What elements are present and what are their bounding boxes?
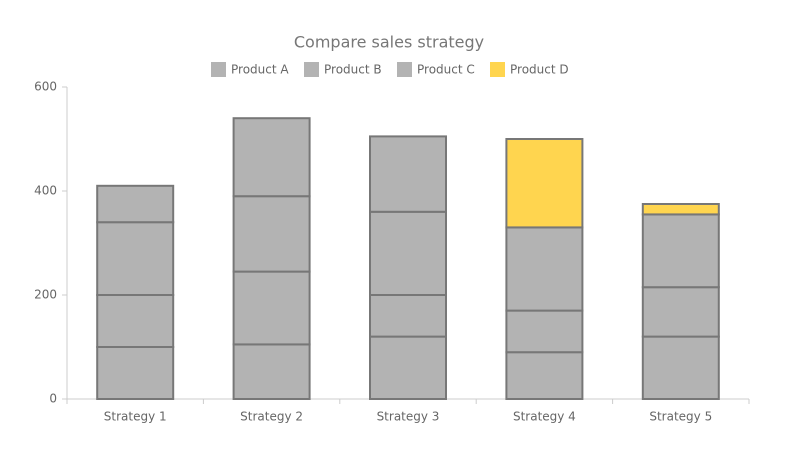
bar-segment	[96, 221, 175, 296]
legend-swatch	[304, 62, 319, 77]
legend-swatch	[211, 62, 226, 77]
x-tick-label: Strategy 4	[513, 410, 576, 424]
chart-title: Compare sales strategy	[294, 33, 484, 52]
bar-segment	[96, 294, 175, 348]
bar-segment	[641, 286, 720, 338]
bar-segment	[369, 210, 447, 296]
bar-segment	[641, 203, 720, 216]
bar-segment	[505, 351, 584, 401]
bar-segment	[232, 117, 311, 198]
bar-segment	[641, 335, 720, 401]
x-tick-label: Strategy 3	[377, 410, 440, 424]
bar-segment	[96, 184, 175, 224]
y-tick-label: 400	[34, 184, 57, 198]
bar-segment	[369, 294, 447, 338]
y-tick-label: 200	[34, 288, 57, 302]
x-tick-label: Strategy 2	[240, 410, 303, 424]
legend-label: Product A	[231, 63, 289, 77]
bar-segment	[369, 335, 447, 401]
bar-segment	[505, 309, 584, 354]
y-tick-label: 0	[49, 392, 57, 406]
x-tick-label: Strategy 5	[649, 410, 712, 424]
bar-segment	[369, 135, 447, 213]
bar-segment	[641, 213, 720, 289]
bar-segment	[96, 346, 175, 400]
x-tick-label: Strategy 1	[104, 410, 167, 424]
legend-label: Product C	[417, 63, 475, 77]
legend-label: Product D	[510, 63, 569, 77]
legend-swatch	[397, 62, 412, 77]
bar-segment	[505, 138, 584, 229]
legend-label: Product B	[324, 63, 382, 77]
bar-segment	[232, 343, 311, 400]
bar-segment	[505, 226, 584, 312]
y-tick-label: 600	[34, 80, 57, 94]
bar-segment	[232, 270, 311, 346]
legend-swatch	[490, 62, 505, 77]
bar-segment	[232, 195, 311, 273]
